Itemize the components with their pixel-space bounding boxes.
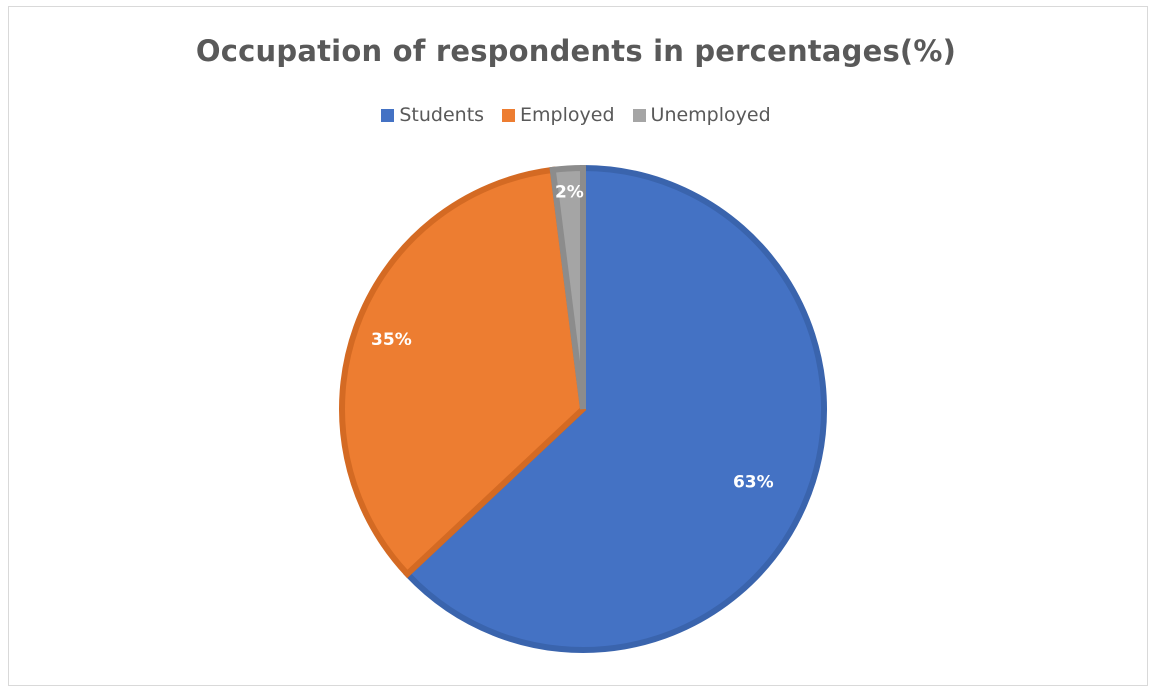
legend-swatch-unemployed: [632, 108, 646, 122]
pie-slice-employed: [339, 166, 587, 579]
legend-item-employed: Employed: [502, 104, 615, 126]
chart-legend: Students Employed Unemployed: [0, 104, 1152, 126]
legend-item-students: Students: [381, 104, 484, 126]
legend-swatch-students: [381, 108, 395, 122]
chart-title: Occupation of respondents in percentages…: [195, 34, 957, 68]
pie-slices: [339, 164, 827, 653]
pie-slice-unemployed: [549, 164, 586, 410]
legend-label-employed: Employed: [520, 104, 615, 126]
legend-item-unemployed: Unemployed: [632, 104, 771, 126]
legend-swatch-employed: [502, 108, 516, 122]
legend-label-unemployed: Unemployed: [650, 104, 771, 126]
data-label-unemployed: 2%: [555, 183, 584, 203]
data-label-students: 63%: [733, 473, 774, 493]
legend-label-students: Students: [399, 104, 485, 126]
data-label-employed: 35%: [371, 330, 412, 350]
pie-slice-students: [403, 164, 827, 653]
pie-labels: 63% 35% 2%: [371, 183, 774, 493]
